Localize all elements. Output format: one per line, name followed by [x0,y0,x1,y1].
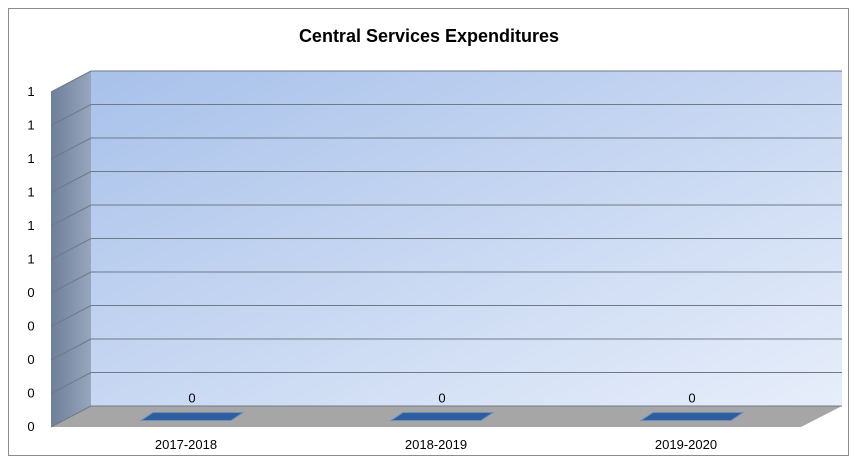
y-tick-label: 1 [27,151,34,166]
x-tick-label: 2017-2018 [155,437,217,452]
chart-canvas: Central Services Expenditures 0 0 0 0 0 1 1 1 1 1… [27,26,842,452]
side-gridline [50,204,92,227]
chart-title: Central Services Expenditures [299,26,559,46]
y-tick-label: 1 [27,218,34,233]
x-tick-label: 2018-2019 [405,437,467,452]
data-label: 0 [688,391,695,406]
y-tick-label: 1 [27,84,34,99]
side-gridline [50,238,92,260]
y-tick-label: 1 [27,185,34,200]
side-gridline [50,305,92,327]
plot-area: 0 0 0 0 0 1 1 1 1 1 1 0 2017-2018 0 2018-2019 0 2019-202… [27,70,842,452]
y-tick-label: 0 [27,319,34,334]
bar [139,412,245,421]
data-label: 0 [188,391,195,406]
side-gridline [50,104,92,126]
chart-frame: Central Services Expenditures 0 0 0 0 0 1 1 1 1 1… [8,8,849,456]
x-tick-label: 2019-2020 [655,437,717,452]
y-tick-label: 0 [27,386,34,401]
y-tick-label: 1 [27,118,34,133]
side-gridline [50,405,92,428]
y-tick-label: 0 [27,285,34,300]
y-tick-label: 0 [27,352,34,367]
bar [639,412,745,421]
side-gridline [50,171,92,193]
side-gridline [50,70,92,93]
bar [389,412,495,421]
side-gridline [50,338,92,361]
side-gridline [50,137,92,160]
side-gridline [50,372,92,394]
data-label: 0 [438,391,445,406]
side-gridline [50,271,92,294]
y-tick-label: 1 [27,252,34,267]
y-tick-label: 0 [27,419,34,434]
